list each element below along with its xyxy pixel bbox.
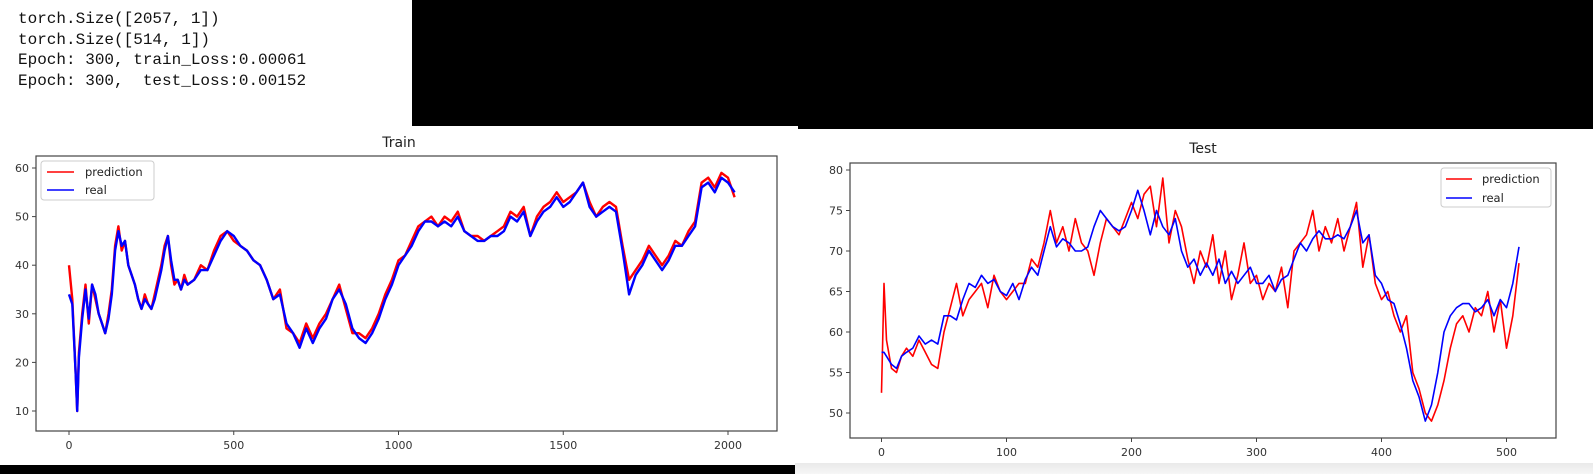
legend-prediction-label: prediction (85, 165, 143, 179)
test-title: Test (1188, 141, 1217, 157)
train-ytick-label: 20 (15, 356, 29, 369)
train-title: Train (381, 135, 416, 151)
console-line-1: torch.Size([2057, 1]) (18, 10, 220, 28)
test-plot-lines (880, 177, 1520, 422)
test-legend: prediction real (1440, 167, 1552, 208)
test-xtick-label: 500 (1496, 446, 1517, 459)
console-line-2: torch.Size([514, 1]) (18, 30, 211, 49)
console-line-3: Epoch: 300, train_Loss:0.00061 (18, 51, 307, 70)
train-xtick-label: 500 (223, 439, 244, 452)
test-series-real (881, 189, 1520, 422)
test-xtick-label: 0 (878, 446, 885, 459)
test-xtick-label: 200 (1121, 446, 1142, 459)
test-xtick-label: 300 (1246, 446, 1267, 459)
console-output: torch.Size([2057, 1]) torch.Size([514, 1… (0, 0, 412, 126)
train-ytick-label: 50 (15, 211, 29, 224)
train-xtick-label: 1500 (549, 439, 577, 452)
test-ytick-label: 65 (829, 286, 843, 299)
console-line-4: Epoch: 300, test_Loss:0.00152 (18, 71, 307, 90)
train-ytick-label: 60 (15, 162, 29, 175)
redacted-region-bottom (0, 465, 795, 474)
train-ytick-label: 30 (15, 308, 29, 321)
test-ytick-label: 60 (829, 326, 843, 339)
test-y-axis: 50 55 60 65 70 75 80 (829, 164, 850, 420)
train-legend: prediction real (40, 160, 155, 201)
redacted-region-top-edge (798, 126, 1593, 129)
train-chart: Train 10 20 30 40 50 60 0 500 1000 1500 2000 pred… (15, 135, 778, 452)
test-x-axis: 0 100 200 300 400 500 (878, 438, 1517, 459)
train-axes-frame (35, 155, 778, 432)
train-ytick-label: 10 (15, 405, 29, 418)
train-xtick-label: 1000 (385, 439, 413, 452)
train-series-real (67, 176, 736, 413)
train-y-axis: 10 20 30 40 50 60 (15, 162, 36, 418)
train-xtick-label: 2000 (714, 439, 742, 452)
legend-real-label: real (1482, 191, 1504, 205)
train-plot-lines (67, 171, 736, 413)
test-ytick-label: 50 (829, 407, 843, 420)
train-series-prediction (67, 171, 736, 413)
train-x-axis: 0 500 1000 1500 2000 (66, 431, 742, 452)
train-ytick-label: 40 (15, 259, 29, 272)
test-ytick-label: 55 (829, 367, 843, 380)
test-axes-frame (849, 162, 1557, 439)
test-ytick-label: 80 (829, 164, 843, 177)
train-xtick-label: 0 (66, 439, 73, 452)
legend-real-label: real (85, 183, 107, 197)
test-series-prediction (880, 177, 1520, 422)
legend-prediction-label: prediction (1482, 172, 1540, 186)
test-chart: Test 50 55 60 65 70 75 80 0 100 200 300 400 500 pre… (829, 141, 1557, 459)
test-xtick-label: 400 (1371, 446, 1392, 459)
redacted-region-top (412, 0, 1593, 126)
test-ytick-label: 75 (829, 205, 843, 218)
test-xtick-label: 100 (996, 446, 1017, 459)
test-ytick-label: 70 (829, 245, 843, 258)
scrollbar-track (795, 463, 1593, 474)
